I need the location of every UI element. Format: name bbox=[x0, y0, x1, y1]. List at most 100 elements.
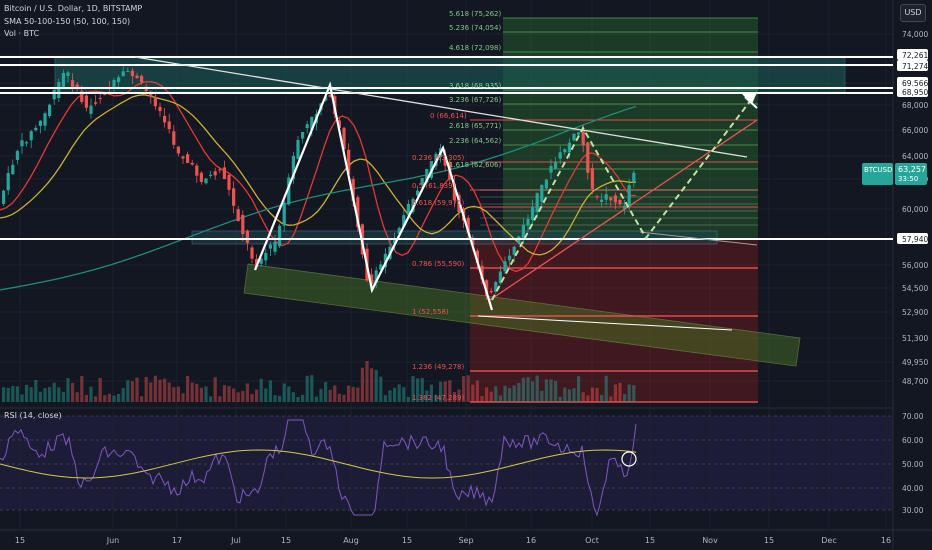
volume-bar bbox=[144, 377, 148, 402]
time-tick: 15 bbox=[402, 536, 412, 545]
candle-body bbox=[540, 184, 544, 202]
volume-bar bbox=[236, 392, 240, 402]
candle-body bbox=[38, 120, 42, 126]
price-tick: 51,300 bbox=[902, 334, 928, 343]
candle-body bbox=[595, 196, 599, 198]
svg-text:33:50: 33:50 bbox=[898, 175, 918, 183]
sma-legend: SMA 50-100-150 (50, 100, 150) bbox=[4, 17, 131, 26]
volume-bar bbox=[34, 379, 38, 402]
volume-bar bbox=[531, 381, 535, 402]
candle-body bbox=[521, 224, 525, 238]
candle-body bbox=[232, 188, 236, 206]
volume-bar bbox=[153, 375, 157, 402]
candle-body bbox=[351, 179, 355, 202]
volume-bar bbox=[38, 391, 42, 402]
volume-bar bbox=[245, 383, 249, 402]
price-tick: 74,000 bbox=[902, 30, 928, 39]
volume-bar bbox=[544, 379, 548, 402]
candle-body bbox=[402, 215, 406, 227]
candle-body bbox=[236, 209, 240, 222]
time-axis[interactable]: 15 Jun 17 Jul 15 Aug 15 Sep 16 Oct 15 Nov 15 Dec 16 bbox=[15, 536, 891, 545]
volume-bar bbox=[255, 389, 259, 402]
time-tick: Aug bbox=[343, 536, 359, 545]
candle-body bbox=[89, 105, 93, 114]
svg-text:63,257: 63,257 bbox=[898, 165, 926, 174]
price-tick: 52,900 bbox=[902, 308, 928, 317]
candle-body bbox=[163, 115, 167, 123]
time-tick: 15 bbox=[15, 536, 25, 545]
price-tag: BTCUSD 63,257 33:50 bbox=[862, 163, 927, 185]
candle-body bbox=[29, 131, 33, 141]
volume-bar bbox=[176, 386, 180, 402]
volume-bar bbox=[498, 395, 502, 402]
candle-body bbox=[347, 149, 351, 174]
candle-body bbox=[167, 121, 171, 130]
volume-bar bbox=[158, 379, 162, 402]
price-tick: 48,700 bbox=[902, 377, 928, 386]
volume-bar bbox=[485, 387, 489, 402]
volume-bar bbox=[291, 392, 295, 402]
svg-text:BTCUSD: BTCUSD bbox=[864, 166, 893, 174]
rsi-pane bbox=[0, 415, 893, 517]
volume-bar bbox=[213, 377, 217, 402]
volume-bar bbox=[282, 383, 286, 402]
rsi-axis: 70.00 60.00 50.00 40.00 30.00 bbox=[902, 412, 924, 515]
candle-body bbox=[130, 70, 134, 77]
price-tick: 57,940 bbox=[902, 235, 928, 244]
fib-lower-label: 0.236 (63,305) bbox=[412, 154, 464, 162]
price-tick: 56,000 bbox=[902, 261, 928, 270]
level-label-bg bbox=[897, 60, 928, 71]
rsi-tick: 60.00 bbox=[902, 436, 924, 445]
candle-body bbox=[406, 203, 410, 216]
candle-body bbox=[531, 206, 535, 220]
descending-trendline bbox=[134, 56, 748, 158]
candle-body bbox=[15, 150, 19, 160]
price-tick: 71,274 bbox=[902, 62, 928, 71]
candle-body bbox=[250, 247, 254, 259]
chart-title: Bitcoin / U.S. Dollar, 1D, BITSTAMP bbox=[4, 4, 143, 13]
volume-bar bbox=[319, 388, 323, 402]
target-arrow bbox=[742, 92, 757, 104]
volume-bar bbox=[43, 388, 47, 402]
volume-bar bbox=[227, 386, 231, 402]
candle-body bbox=[503, 261, 507, 272]
volume-bar bbox=[342, 394, 346, 402]
rsi-tick: 70.00 bbox=[902, 412, 924, 421]
volume-bar bbox=[466, 375, 470, 402]
candle-body bbox=[66, 72, 70, 76]
fib-upper-label: 1.618 (62,606) bbox=[449, 161, 501, 169]
volume-bar bbox=[452, 391, 456, 402]
volume-bar bbox=[425, 390, 429, 402]
currency-button[interactable]: USD bbox=[900, 4, 926, 22]
candle-body bbox=[567, 142, 571, 153]
volume-bar bbox=[126, 380, 130, 402]
volume-bar bbox=[457, 389, 461, 402]
time-tick: Jun bbox=[106, 536, 120, 545]
volume-bar bbox=[57, 387, 61, 402]
candle-body bbox=[544, 179, 548, 189]
volume-bar bbox=[66, 378, 70, 402]
fib-labels: 5.618 (75,262) 5.236 (74,054) 4.618 (72,09… bbox=[412, 10, 501, 402]
volume-bar bbox=[632, 385, 636, 402]
volume-bar bbox=[20, 394, 24, 402]
candle-body bbox=[397, 227, 401, 234]
volume-bar bbox=[209, 396, 213, 402]
candle-body bbox=[416, 190, 420, 196]
candle-body bbox=[498, 271, 502, 284]
candle-body bbox=[190, 162, 194, 165]
volume-bar bbox=[305, 375, 309, 402]
volume-bar bbox=[434, 394, 438, 402]
fib-lower-label: 1 (52,558) bbox=[412, 308, 449, 316]
volume-bar bbox=[535, 375, 539, 402]
volume-bar bbox=[80, 375, 84, 402]
volume-bar bbox=[489, 391, 493, 402]
candle-body bbox=[255, 259, 259, 267]
volume-bar bbox=[577, 376, 581, 402]
candle-body bbox=[383, 253, 387, 268]
fib-upper-label: 2.236 (64,562) bbox=[449, 137, 501, 145]
time-tick: 15 bbox=[764, 536, 774, 545]
volume-bar bbox=[618, 382, 622, 402]
candle-body bbox=[112, 80, 116, 88]
